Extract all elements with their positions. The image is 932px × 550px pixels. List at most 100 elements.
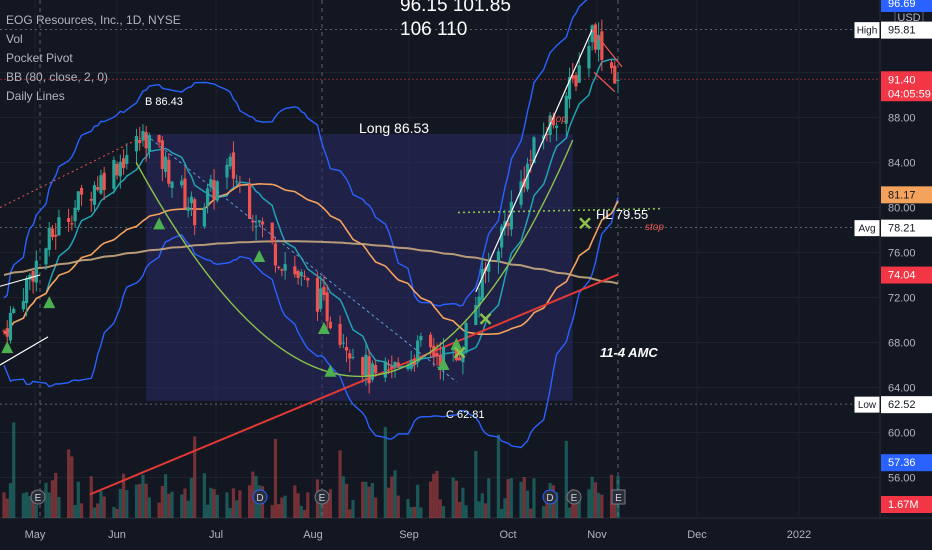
volume-bar [115, 508, 119, 518]
pocket-pivot-triangle [324, 364, 337, 377]
candle [609, 59, 614, 74]
volume-bar [416, 484, 420, 518]
volume-bar [393, 470, 397, 518]
volume-bar [57, 497, 61, 518]
candle [167, 153, 171, 188]
volume-bar [270, 505, 274, 518]
volume-bar [147, 497, 152, 518]
volume-bar [322, 494, 326, 518]
volume-bar [370, 483, 374, 518]
volume-bar [409, 507, 413, 518]
indicator-pocket-pivot[interactable]: Pocket Pivot [6, 51, 73, 65]
volume-bar [483, 503, 488, 518]
volume-bar [555, 492, 559, 518]
volume-bar [386, 487, 391, 518]
price-axis[interactable]: 88.00 84.00 80.00 76.00 72.00 68.00 64.00 60.00… [888, 7, 924, 485]
volume-bar [251, 471, 255, 518]
sma-tan-line [3, 240, 619, 285]
earnings-marker[interactable]: E [30, 489, 46, 505]
pocket-pivot-triangle [43, 296, 56, 309]
cross-marker [453, 346, 466, 359]
candle [344, 336, 349, 363]
volume-bar [344, 483, 349, 518]
drawings [0, 29, 663, 383]
volume-bar [503, 498, 507, 518]
flag-channel[interactable] [591, 29, 623, 93]
time-tick-label: 2022 [787, 529, 811, 541]
currency-badge[interactable]: USD [894, 7, 924, 27]
candle [50, 224, 55, 241]
volume-bar [525, 490, 530, 518]
dividend-marker[interactable]: D [252, 489, 268, 505]
volume-bar [160, 486, 164, 518]
svg-text:81.17: 81.17 [888, 189, 916, 201]
trend-line-up[interactable] [475, 29, 593, 293]
candle [228, 153, 232, 170]
price-tick-label: 56.00 [888, 473, 916, 485]
volume-bar [28, 495, 32, 518]
volume-bar [577, 493, 581, 518]
higher-low-line[interactable] [457, 207, 663, 214]
candle [254, 214, 258, 241]
symbol-title: EOG Resources, Inc., 1D, NYSE [6, 13, 181, 27]
trend-line-early-2[interactable] [0, 274, 41, 287]
cup-curve[interactable] [135, 139, 574, 378]
volume-bar [79, 503, 84, 518]
candle [205, 184, 210, 214]
volume-bar [209, 487, 213, 518]
dividend-marker[interactable]: D [542, 489, 558, 505]
volume-bar [374, 497, 378, 518]
volume-bar [73, 504, 77, 518]
event-markers[interactable]: E D E D E E [30, 489, 626, 505]
volume-bar [419, 507, 423, 518]
ema-line [3, 58, 619, 368]
candle [428, 332, 433, 358]
volume-bar [70, 456, 74, 518]
volume-price-badge: 1.67M [881, 496, 932, 513]
pocket-pivot-triangle [253, 250, 266, 262]
svg-text:74.04: 74.04 [888, 270, 916, 282]
volume-bar [500, 509, 504, 518]
volume-bar [461, 487, 465, 518]
targets-line-1: 96.15 101.85 [400, 0, 511, 16]
candle [325, 284, 329, 330]
candle [12, 306, 16, 314]
candle [551, 112, 555, 129]
indicator-vol[interactable]: Vol [6, 32, 23, 46]
b-to-c-line[interactable] [145, 134, 457, 383]
candle [25, 275, 29, 317]
candle [451, 347, 455, 362]
volume-bar [118, 488, 122, 518]
volume-bar [112, 506, 116, 518]
earnings-marker[interactable]: E [314, 489, 330, 505]
earnings-marker[interactable]: E [566, 489, 582, 505]
candle [144, 125, 148, 162]
indicator-daily-lines[interactable]: Daily Lines [6, 89, 65, 103]
price-tick-label: 84.00 [888, 158, 916, 170]
candle [367, 349, 371, 394]
time-axis[interactable]: May Jun Jul Aug Sep Oct Nov Dec 2022 [25, 529, 812, 541]
volume-bar [238, 490, 242, 518]
candle [393, 361, 397, 378]
candle [125, 143, 129, 170]
candle [89, 191, 93, 213]
time-tick-label: Nov [587, 529, 607, 541]
candle [361, 356, 365, 383]
time-tick-label: Sep [399, 529, 419, 541]
candle [477, 287, 481, 318]
indicator-bb[interactable]: BB (80, close, 2, 0) [6, 70, 108, 84]
volume-bar [12, 422, 16, 518]
long-position-box [146, 134, 573, 401]
volume-bar [328, 489, 332, 518]
volume-bar [170, 491, 174, 518]
sma-orange-price-badge: 81.17 [881, 186, 932, 204]
candle [390, 355, 394, 379]
trend-line-early[interactable] [0, 336, 49, 366]
pocket-pivot-triangle [437, 358, 450, 370]
candle [283, 252, 287, 280]
volume-bar [225, 492, 229, 518]
earnings-marker-upcoming[interactable]: E [611, 489, 626, 505]
candle [545, 126, 549, 142]
resistance-line[interactable] [0, 134, 147, 208]
